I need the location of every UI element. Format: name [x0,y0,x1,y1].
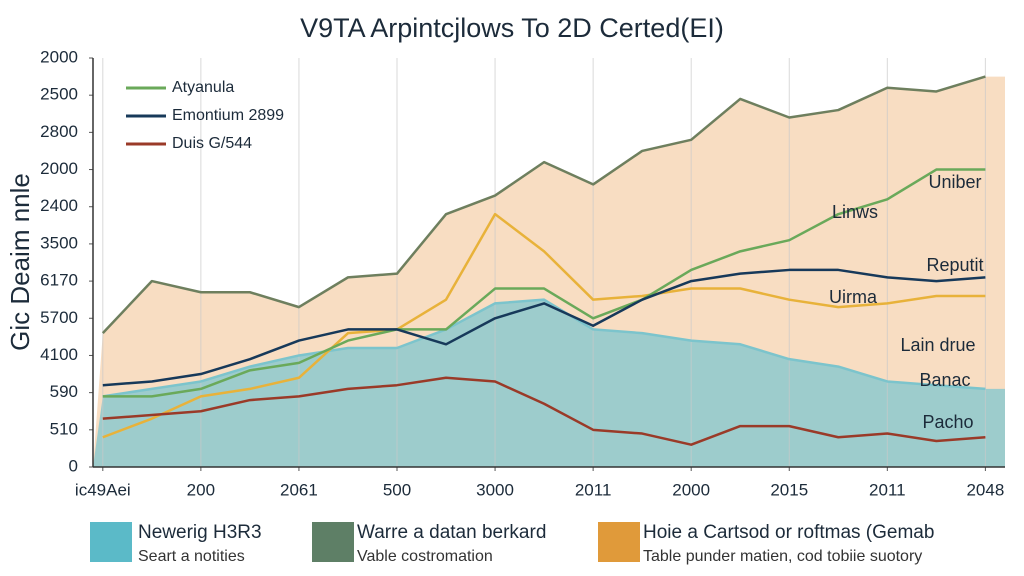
y-tick-label: 0 [69,456,78,475]
annotation: Linws [832,202,878,222]
line [102,298,986,398]
line [102,212,986,439]
x-tick-label: 2048 [966,480,1004,499]
legend-box-title: Hoie a Cartsod or roftmas (Gemab [643,522,934,543]
y-tick-label: 5700 [40,308,78,327]
legend-box-swatch [312,522,354,562]
x-tick-label: 2011 [575,480,612,499]
y-tick-label: 2400 [40,196,78,215]
annotation: Lain drue [900,335,975,355]
y-tick-label: 2500 [40,85,78,104]
legend-box-swatch [598,522,640,562]
line [102,168,986,398]
legend-label: Duis G/544 [172,135,252,152]
line [102,268,986,387]
legend-label: Emontium 2899 [172,107,284,124]
line [101,75,986,335]
y-tick-label: 4100 [40,345,78,364]
annotation: Banac [919,370,970,390]
x-tick-label: ic49Aei [75,480,131,499]
annotation: Uirma [829,287,878,307]
legend-box-text: Table punder matien, cod tobiie suotory [643,548,922,565]
y-tick-label: 6170 [40,271,78,290]
legend-box-text: Seart a notities [138,548,245,565]
x-tick-label: 200 [187,480,215,499]
y-tick-label: 510 [50,419,78,438]
legend-box-title: Newerig H3R3 [138,522,262,543]
legend-box-text: Vable costromation [357,548,493,565]
y-axis-label: Gic Deaim nnle [5,173,35,351]
y-tick-label: 590 [50,382,78,401]
x-tick-label: 500 [383,480,411,499]
x-tick-label: 2011 [869,480,906,499]
y-tick-label: 3500 [40,233,78,252]
annotation: Uniber [928,172,981,192]
x-tick-label: 2000 [672,480,710,499]
line [102,376,986,446]
legend-label: Atyanula [172,79,234,96]
y-tick-label: 2000 [40,47,78,66]
x-tick-label: 2061 [280,480,318,499]
chart-title: V9TA Arpintcjlows To 2D Certed(EI) [300,13,724,43]
legend-box-title: Warre a datan berkard [357,522,546,543]
y-tick-label: 2000 [40,159,78,178]
annotation: Reputit [926,255,983,275]
y-tick-label: 2800 [40,122,78,141]
x-tick-label: 3000 [476,480,514,499]
x-tick-label: 2015 [770,480,808,499]
legend-box-swatch [90,522,132,562]
annotation: Pacho [922,412,973,432]
